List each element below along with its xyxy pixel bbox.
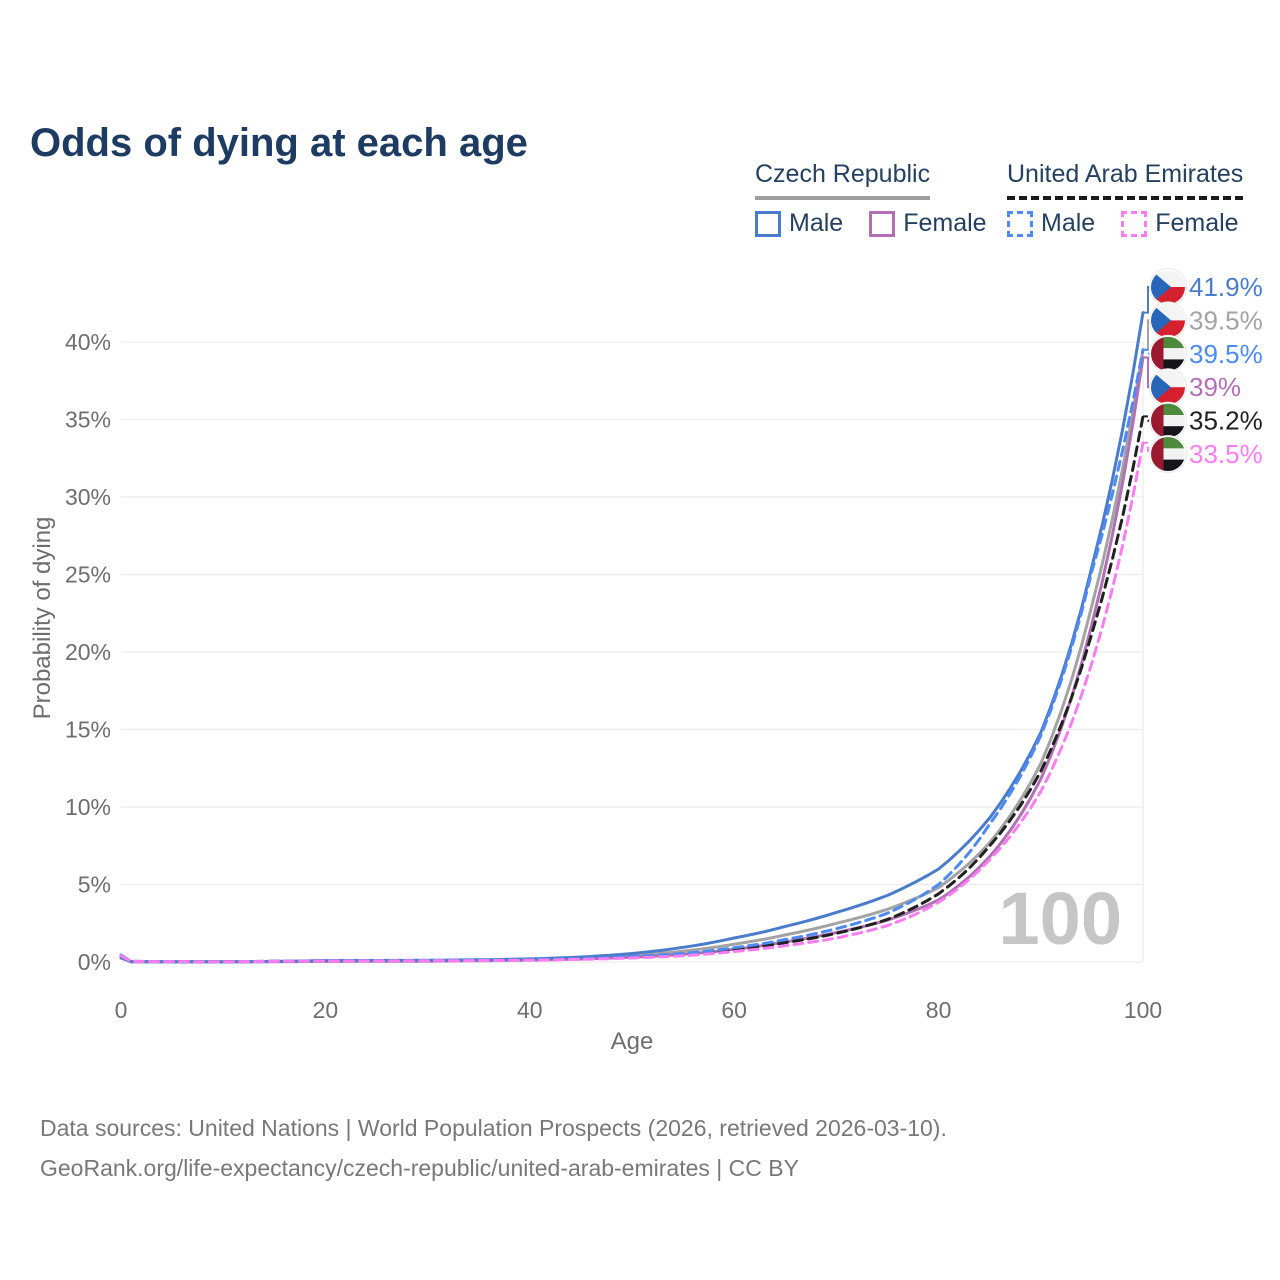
flag-cz-icon: [1151, 370, 1185, 405]
y-tick-label: 15%: [65, 717, 111, 743]
legend-group-united-arab-emirates: United Arab Emirates Male Female: [1007, 160, 1265, 238]
data-sources-text: Data sources: United Nations | World Pop…: [40, 1115, 947, 1141]
line-swatch-icon: [1121, 210, 1148, 237]
end-value-label-ae-female: 33.5%: [1189, 439, 1263, 469]
legend-item-label: Male: [789, 209, 844, 237]
line-swatch-icon: [1007, 210, 1033, 237]
chart-footer: Data sources: United Nations | World Pop…: [40, 1108, 1240, 1188]
series-line-cz-male: [119, 311, 1145, 964]
flag-ae-icon: [1151, 403, 1185, 438]
legend-item-label: Female: [1155, 209, 1239, 237]
flag-ae-icon: [1151, 437, 1185, 471]
end-connector: [1143, 319, 1150, 351]
series-line-cz-both: [119, 348, 1145, 964]
end-value-label-ae-male: 39.5%: [1189, 339, 1263, 369]
series-line-cz-female: [119, 356, 1145, 964]
legend-item-uae-male[interactable]: Male: [1007, 209, 1095, 238]
end-connector: [1143, 441, 1150, 455]
x-tick-label: 100: [1124, 997, 1162, 1023]
series-line-ae-female: [119, 441, 1145, 964]
y-tick-label: 0%: [78, 949, 111, 975]
x-tick-label: 60: [721, 997, 747, 1023]
y-tick-label: 5%: [78, 872, 111, 898]
legend-item-czech-female[interactable]: Female: [869, 209, 987, 238]
x-tick-label: 0: [115, 997, 128, 1023]
y-tick-label: 40%: [65, 329, 111, 355]
attribution-text: GeoRank.org/life-expectancy/czech-republ…: [40, 1155, 799, 1181]
x-axis-title: Age: [611, 1028, 654, 1055]
y-tick-label: 35%: [65, 407, 111, 433]
end-value-label-ae-both: 35.2%: [1189, 406, 1263, 436]
legend-group-czech-republic: Czech Republic Male Female: [755, 160, 1013, 238]
age-watermark: 100: [999, 877, 1122, 960]
legend-item-czech-male[interactable]: Male: [755, 209, 843, 238]
y-tick-label: 10%: [65, 794, 111, 820]
page-title: Odds of dying at each age: [30, 120, 528, 165]
y-tick-label: 30%: [65, 484, 111, 510]
series-line-ae-male: [119, 348, 1145, 964]
x-tick-label: 80: [926, 997, 952, 1023]
legend-item-label: Female: [903, 209, 987, 237]
end-connector: [1143, 356, 1150, 389]
flag-cz-icon: [1151, 270, 1185, 304]
y-tick-label: 20%: [65, 639, 111, 665]
end-connector: [1143, 286, 1150, 314]
end-value-label-cz-female: 39%: [1189, 372, 1241, 402]
end-value-label-cz-male: 41.9%: [1189, 272, 1263, 302]
line-swatch-icon: [755, 210, 781, 237]
y-tick-label: 25%: [65, 562, 111, 588]
legend: Czech Republic Male Female United Arab E…: [0, 160, 1280, 250]
flag-ae-icon: [1151, 336, 1185, 371]
legend-country-label: Czech Republic: [755, 160, 931, 200]
legend-item-label: Male: [1041, 209, 1096, 237]
series-line-ae-both: [119, 414, 1145, 964]
y-axis-title: Probability of dying: [29, 517, 56, 720]
x-tick-label: 20: [313, 997, 339, 1023]
flag-cz-icon: [1151, 303, 1185, 338]
legend-item-uae-female[interactable]: Female: [1121, 209, 1239, 238]
x-tick-label: 40: [517, 997, 543, 1023]
line-swatch-icon: [869, 210, 896, 237]
end-value-label-cz-both: 39.5%: [1189, 305, 1263, 335]
legend-country-label: United Arab Emirates: [1007, 160, 1244, 200]
